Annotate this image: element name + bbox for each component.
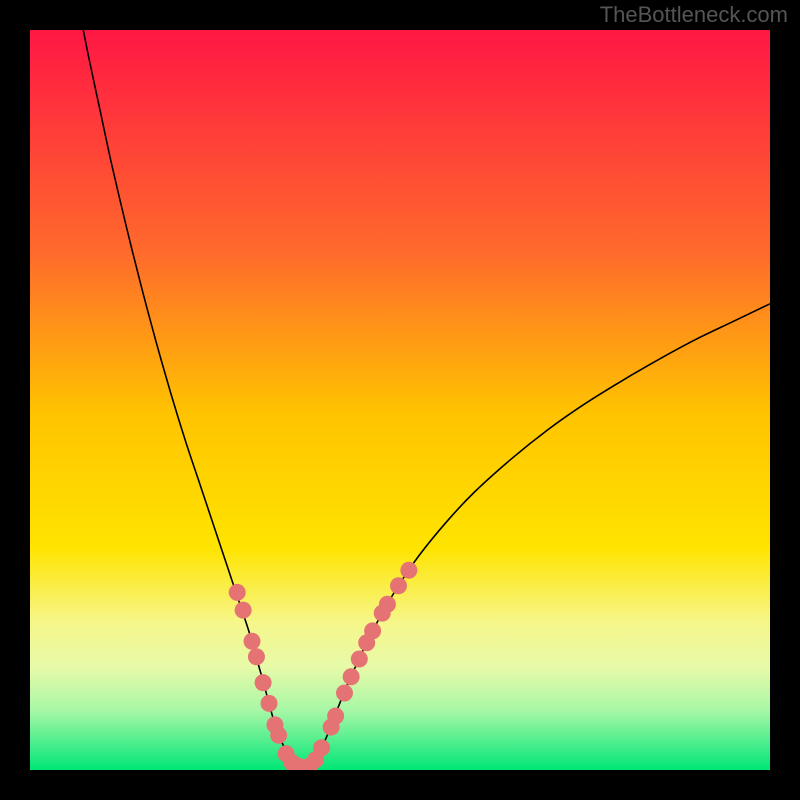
curve-marker <box>244 633 261 650</box>
curve-marker <box>336 685 353 702</box>
gradient-rect <box>30 30 770 770</box>
curve-marker <box>327 707 344 724</box>
curve-marker <box>364 622 381 639</box>
curve-marker <box>229 584 246 601</box>
curve-marker <box>255 674 272 691</box>
chart-root: TheBottleneck.com <box>0 0 800 800</box>
curve-marker <box>248 648 265 665</box>
curve-marker <box>379 596 396 613</box>
watermark-text: TheBottleneck.com <box>600 2 788 28</box>
curve-marker <box>235 602 252 619</box>
curve-marker <box>313 739 330 756</box>
curve-marker <box>343 668 360 685</box>
plot-area <box>30 30 770 770</box>
curve-marker <box>351 651 368 668</box>
curve-marker <box>261 695 278 712</box>
chart-svg <box>30 30 770 770</box>
curve-marker <box>400 562 417 579</box>
curve-marker <box>270 727 287 744</box>
curve-marker <box>390 577 407 594</box>
